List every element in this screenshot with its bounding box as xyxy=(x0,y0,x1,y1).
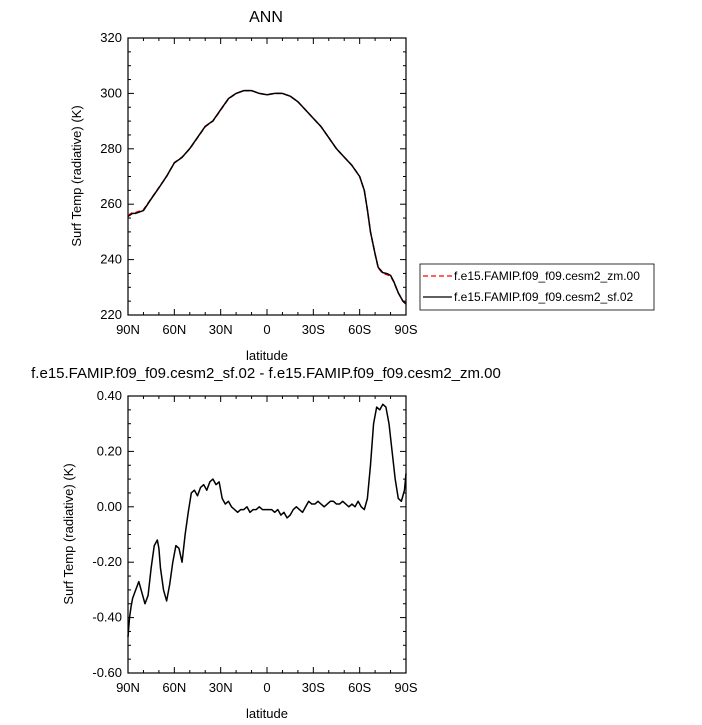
top-ytick-label: 280 xyxy=(100,141,122,156)
top-chart-title: ANN xyxy=(249,9,283,26)
bottom-xtick-label: 30N xyxy=(209,680,233,695)
bottom-ytick-label: 0.20 xyxy=(97,443,122,458)
top-xtick-label: 60N xyxy=(162,322,186,337)
bottom-ytick-label: -0.40 xyxy=(92,610,122,625)
bottom-xtick-label: 90S xyxy=(394,680,417,695)
bottom-xtick-label: 90N xyxy=(116,680,140,695)
bottom-xtick-label: 30S xyxy=(302,680,325,695)
bottom-ytick-label: 0.40 xyxy=(97,388,122,403)
top-series-line-1 xyxy=(127,89,407,305)
bottom-plot-frame xyxy=(127,395,407,674)
top-plot-frame xyxy=(127,37,407,316)
bottom-xtick-label: 0 xyxy=(263,680,270,695)
top-series-line-0 xyxy=(127,89,407,305)
bottom-y-axis-label: Surf Temp (radiative) (K) xyxy=(61,463,76,604)
bottom-ytick-label: -0.20 xyxy=(92,554,122,569)
top-ytick-label: 240 xyxy=(100,252,122,267)
top-xtick-label: 60S xyxy=(348,322,371,337)
top-ytick-label: 320 xyxy=(100,30,122,45)
top-ytick-label: 300 xyxy=(100,85,122,100)
bottom-ytick-label: 0.00 xyxy=(97,499,122,514)
bottom-chart-title: f.e15.FAMIP.f09_f09.cesm2_sf.02 - f.e15.… xyxy=(31,365,501,382)
top-series-lines xyxy=(127,89,407,305)
bottom-series-line-0 xyxy=(127,403,407,638)
bottom-ytick-label: -0.60 xyxy=(92,665,122,680)
top-xtick-label: 30S xyxy=(302,322,325,337)
top-xtick-label: 30N xyxy=(209,322,233,337)
top-x-axis-label: latitude xyxy=(246,348,288,363)
bottom-xtick-label: 60N xyxy=(162,680,186,695)
legend-label-zm: f.e15.FAMIP.f09_f09.cesm2_zm.00 xyxy=(454,269,640,283)
bottom-chart: f.e15.FAMIP.f09_f09.cesm2_sf.02 - f.e15.… xyxy=(31,365,501,721)
legend-box xyxy=(419,263,655,311)
top-xtick-label: 90S xyxy=(394,322,417,337)
top-xtick-label: 90N xyxy=(116,322,140,337)
bottom-x-axis-label: latitude xyxy=(246,706,288,721)
top-y-axis-label: Surf Temp (radiative) (K) xyxy=(69,105,84,246)
legend-label-sf: f.e15.FAMIP.f09_f09.cesm2_sf.02 xyxy=(454,290,634,304)
top-ytick-label: 220 xyxy=(100,307,122,322)
bottom-axis-ticks: 90N 60N 30N 0 30S 60S 90S -0.60 -0.40 -0.20 0.00 0.… xyxy=(92,388,418,695)
top-ytick-label: 260 xyxy=(100,196,122,211)
top-xtick-label: 0 xyxy=(263,322,270,337)
bottom-series-lines xyxy=(127,403,407,638)
bottom-xtick-label: 60S xyxy=(348,680,371,695)
top-axis-ticks: 90N 60N 30N 0 30S 60S 90S 220 240 260 280 300 320 xyxy=(100,30,418,337)
legend: f.e15.FAMIP.f09_f09.cesm2_zm.00 f.e15.FA… xyxy=(419,263,655,311)
top-chart: ANN 90N 60N 30N 0 30S 60S 90S 220 240 260 280 300 32… xyxy=(69,9,418,363)
